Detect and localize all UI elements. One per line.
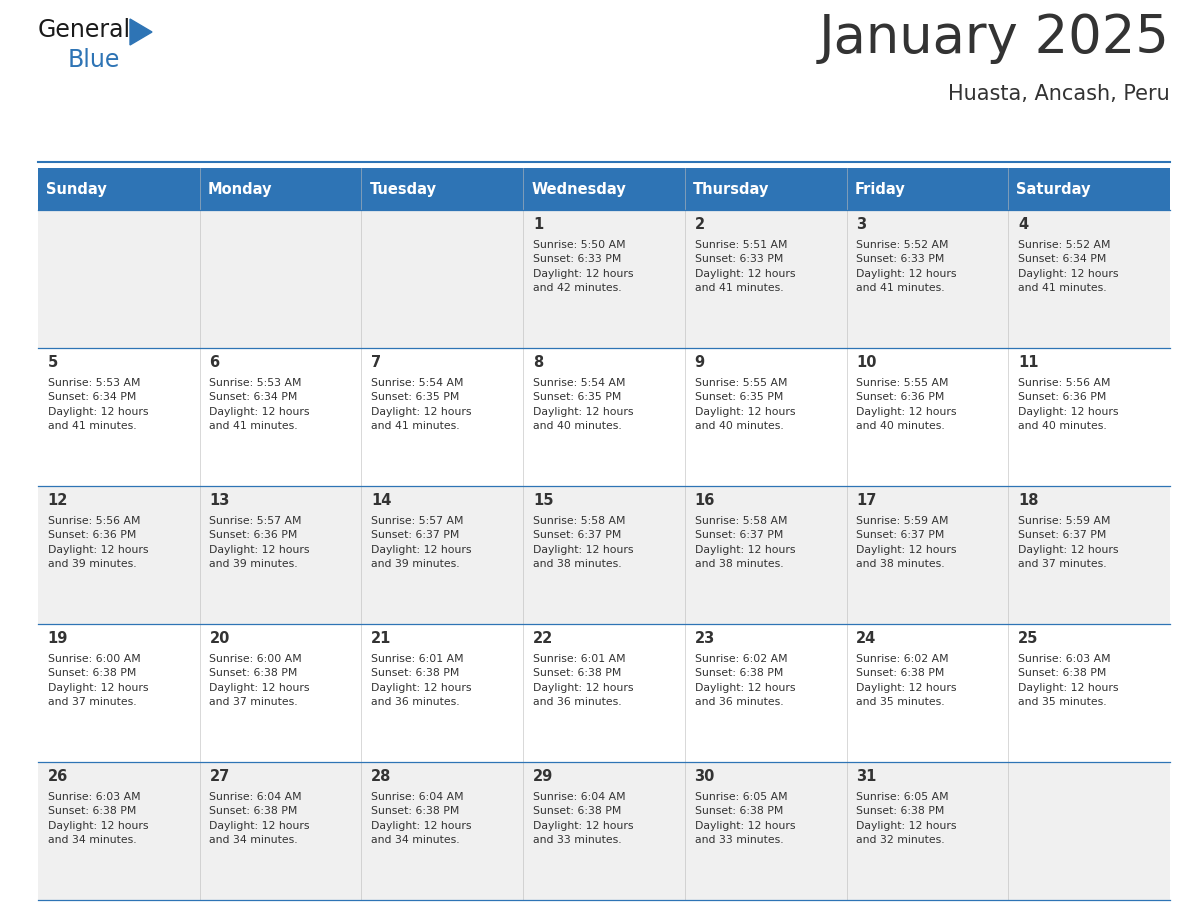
Polygon shape: [129, 19, 152, 45]
Text: 23: 23: [695, 631, 715, 646]
Text: Sunrise: 5:55 AM
Sunset: 6:36 PM
Daylight: 12 hours
and 40 minutes.: Sunrise: 5:55 AM Sunset: 6:36 PM Dayligh…: [857, 378, 956, 431]
Bar: [847, 168, 1009, 210]
Bar: [38, 168, 200, 210]
Bar: [38, 624, 1170, 762]
Text: 30: 30: [695, 769, 715, 784]
Text: Thursday: Thursday: [693, 182, 770, 196]
Text: 16: 16: [695, 493, 715, 508]
Text: Sunrise: 5:58 AM
Sunset: 6:37 PM
Daylight: 12 hours
and 38 minutes.: Sunrise: 5:58 AM Sunset: 6:37 PM Dayligh…: [695, 516, 795, 569]
Text: Sunrise: 6:05 AM
Sunset: 6:38 PM
Daylight: 12 hours
and 33 minutes.: Sunrise: 6:05 AM Sunset: 6:38 PM Dayligh…: [695, 792, 795, 845]
Text: Sunrise: 5:52 AM
Sunset: 6:34 PM
Daylight: 12 hours
and 41 minutes.: Sunrise: 5:52 AM Sunset: 6:34 PM Dayligh…: [1018, 240, 1118, 293]
Bar: [200, 168, 361, 210]
Bar: [1009, 168, 1170, 210]
Text: 4: 4: [1018, 217, 1028, 232]
Text: 29: 29: [533, 769, 554, 784]
Text: Sunrise: 5:59 AM
Sunset: 6:37 PM
Daylight: 12 hours
and 37 minutes.: Sunrise: 5:59 AM Sunset: 6:37 PM Dayligh…: [1018, 516, 1118, 569]
Text: 25: 25: [1018, 631, 1038, 646]
Text: Sunrise: 6:04 AM
Sunset: 6:38 PM
Daylight: 12 hours
and 34 minutes.: Sunrise: 6:04 AM Sunset: 6:38 PM Dayligh…: [209, 792, 310, 845]
Text: Tuesday: Tuesday: [369, 182, 436, 196]
Text: Sunrise: 6:05 AM
Sunset: 6:38 PM
Daylight: 12 hours
and 32 minutes.: Sunrise: 6:05 AM Sunset: 6:38 PM Dayligh…: [857, 792, 956, 845]
Bar: [38, 348, 1170, 486]
Text: Sunrise: 6:00 AM
Sunset: 6:38 PM
Daylight: 12 hours
and 37 minutes.: Sunrise: 6:00 AM Sunset: 6:38 PM Dayligh…: [48, 654, 148, 707]
Text: January 2025: January 2025: [819, 12, 1170, 64]
Text: Sunrise: 5:53 AM
Sunset: 6:34 PM
Daylight: 12 hours
and 41 minutes.: Sunrise: 5:53 AM Sunset: 6:34 PM Dayligh…: [209, 378, 310, 431]
Text: 27: 27: [209, 769, 229, 784]
Text: Huasta, Ancash, Peru: Huasta, Ancash, Peru: [948, 84, 1170, 104]
Text: 28: 28: [371, 769, 392, 784]
Text: 26: 26: [48, 769, 68, 784]
Text: Blue: Blue: [68, 48, 120, 72]
Text: 13: 13: [209, 493, 229, 508]
Text: Sunrise: 5:54 AM
Sunset: 6:35 PM
Daylight: 12 hours
and 41 minutes.: Sunrise: 5:54 AM Sunset: 6:35 PM Dayligh…: [371, 378, 472, 431]
Bar: [38, 762, 1170, 900]
Text: Sunrise: 5:53 AM
Sunset: 6:34 PM
Daylight: 12 hours
and 41 minutes.: Sunrise: 5:53 AM Sunset: 6:34 PM Dayligh…: [48, 378, 148, 431]
Text: Sunrise: 6:04 AM
Sunset: 6:38 PM
Daylight: 12 hours
and 33 minutes.: Sunrise: 6:04 AM Sunset: 6:38 PM Dayligh…: [533, 792, 633, 845]
Text: General: General: [38, 18, 131, 42]
Text: 2: 2: [695, 217, 704, 232]
Text: Sunrise: 6:02 AM
Sunset: 6:38 PM
Daylight: 12 hours
and 35 minutes.: Sunrise: 6:02 AM Sunset: 6:38 PM Dayligh…: [857, 654, 956, 707]
Text: 14: 14: [371, 493, 392, 508]
Text: 10: 10: [857, 355, 877, 370]
Text: Sunrise: 5:57 AM
Sunset: 6:36 PM
Daylight: 12 hours
and 39 minutes.: Sunrise: 5:57 AM Sunset: 6:36 PM Dayligh…: [209, 516, 310, 569]
Text: 18: 18: [1018, 493, 1038, 508]
Text: 20: 20: [209, 631, 229, 646]
Text: Sunrise: 6:01 AM
Sunset: 6:38 PM
Daylight: 12 hours
and 36 minutes.: Sunrise: 6:01 AM Sunset: 6:38 PM Dayligh…: [371, 654, 472, 707]
Text: Sunrise: 5:50 AM
Sunset: 6:33 PM
Daylight: 12 hours
and 42 minutes.: Sunrise: 5:50 AM Sunset: 6:33 PM Dayligh…: [533, 240, 633, 293]
Text: 22: 22: [533, 631, 554, 646]
Text: 5: 5: [48, 355, 58, 370]
Text: 8: 8: [533, 355, 543, 370]
Text: 6: 6: [209, 355, 220, 370]
Text: Sunrise: 6:02 AM
Sunset: 6:38 PM
Daylight: 12 hours
and 36 minutes.: Sunrise: 6:02 AM Sunset: 6:38 PM Dayligh…: [695, 654, 795, 707]
Text: Sunrise: 5:59 AM
Sunset: 6:37 PM
Daylight: 12 hours
and 38 minutes.: Sunrise: 5:59 AM Sunset: 6:37 PM Dayligh…: [857, 516, 956, 569]
Text: Sunrise: 6:03 AM
Sunset: 6:38 PM
Daylight: 12 hours
and 35 minutes.: Sunrise: 6:03 AM Sunset: 6:38 PM Dayligh…: [1018, 654, 1118, 707]
Text: Friday: Friday: [854, 182, 905, 196]
Text: 15: 15: [533, 493, 554, 508]
Text: Monday: Monday: [208, 182, 272, 196]
Text: 12: 12: [48, 493, 68, 508]
Text: Sunrise: 5:56 AM
Sunset: 6:36 PM
Daylight: 12 hours
and 39 minutes.: Sunrise: 5:56 AM Sunset: 6:36 PM Dayligh…: [48, 516, 148, 569]
Text: Sunrise: 5:55 AM
Sunset: 6:35 PM
Daylight: 12 hours
and 40 minutes.: Sunrise: 5:55 AM Sunset: 6:35 PM Dayligh…: [695, 378, 795, 431]
Text: Sunrise: 5:56 AM
Sunset: 6:36 PM
Daylight: 12 hours
and 40 minutes.: Sunrise: 5:56 AM Sunset: 6:36 PM Dayligh…: [1018, 378, 1118, 431]
Text: 7: 7: [371, 355, 381, 370]
Text: 21: 21: [371, 631, 392, 646]
Bar: [38, 486, 1170, 624]
Text: Sunrise: 5:58 AM
Sunset: 6:37 PM
Daylight: 12 hours
and 38 minutes.: Sunrise: 5:58 AM Sunset: 6:37 PM Dayligh…: [533, 516, 633, 569]
Text: Sunday: Sunday: [46, 182, 107, 196]
Text: Sunrise: 5:51 AM
Sunset: 6:33 PM
Daylight: 12 hours
and 41 minutes.: Sunrise: 5:51 AM Sunset: 6:33 PM Dayligh…: [695, 240, 795, 293]
Text: 17: 17: [857, 493, 877, 508]
Text: Sunrise: 6:04 AM
Sunset: 6:38 PM
Daylight: 12 hours
and 34 minutes.: Sunrise: 6:04 AM Sunset: 6:38 PM Dayligh…: [371, 792, 472, 845]
Text: Sunrise: 5:54 AM
Sunset: 6:35 PM
Daylight: 12 hours
and 40 minutes.: Sunrise: 5:54 AM Sunset: 6:35 PM Dayligh…: [533, 378, 633, 431]
Text: Wednesday: Wednesday: [531, 182, 626, 196]
Text: Sunrise: 5:52 AM
Sunset: 6:33 PM
Daylight: 12 hours
and 41 minutes.: Sunrise: 5:52 AM Sunset: 6:33 PM Dayligh…: [857, 240, 956, 293]
Text: Sunrise: 6:03 AM
Sunset: 6:38 PM
Daylight: 12 hours
and 34 minutes.: Sunrise: 6:03 AM Sunset: 6:38 PM Dayligh…: [48, 792, 148, 845]
Text: Saturday: Saturday: [1017, 182, 1091, 196]
Bar: [523, 168, 684, 210]
Text: 19: 19: [48, 631, 68, 646]
Text: Sunrise: 6:00 AM
Sunset: 6:38 PM
Daylight: 12 hours
and 37 minutes.: Sunrise: 6:00 AM Sunset: 6:38 PM Dayligh…: [209, 654, 310, 707]
Bar: [38, 210, 1170, 348]
Text: 31: 31: [857, 769, 877, 784]
Text: 24: 24: [857, 631, 877, 646]
Text: 1: 1: [533, 217, 543, 232]
Bar: [361, 168, 523, 210]
Bar: [684, 168, 847, 210]
Text: 3: 3: [857, 217, 866, 232]
Text: 9: 9: [695, 355, 704, 370]
Text: Sunrise: 5:57 AM
Sunset: 6:37 PM
Daylight: 12 hours
and 39 minutes.: Sunrise: 5:57 AM Sunset: 6:37 PM Dayligh…: [371, 516, 472, 569]
Text: 11: 11: [1018, 355, 1038, 370]
Text: Sunrise: 6:01 AM
Sunset: 6:38 PM
Daylight: 12 hours
and 36 minutes.: Sunrise: 6:01 AM Sunset: 6:38 PM Dayligh…: [533, 654, 633, 707]
